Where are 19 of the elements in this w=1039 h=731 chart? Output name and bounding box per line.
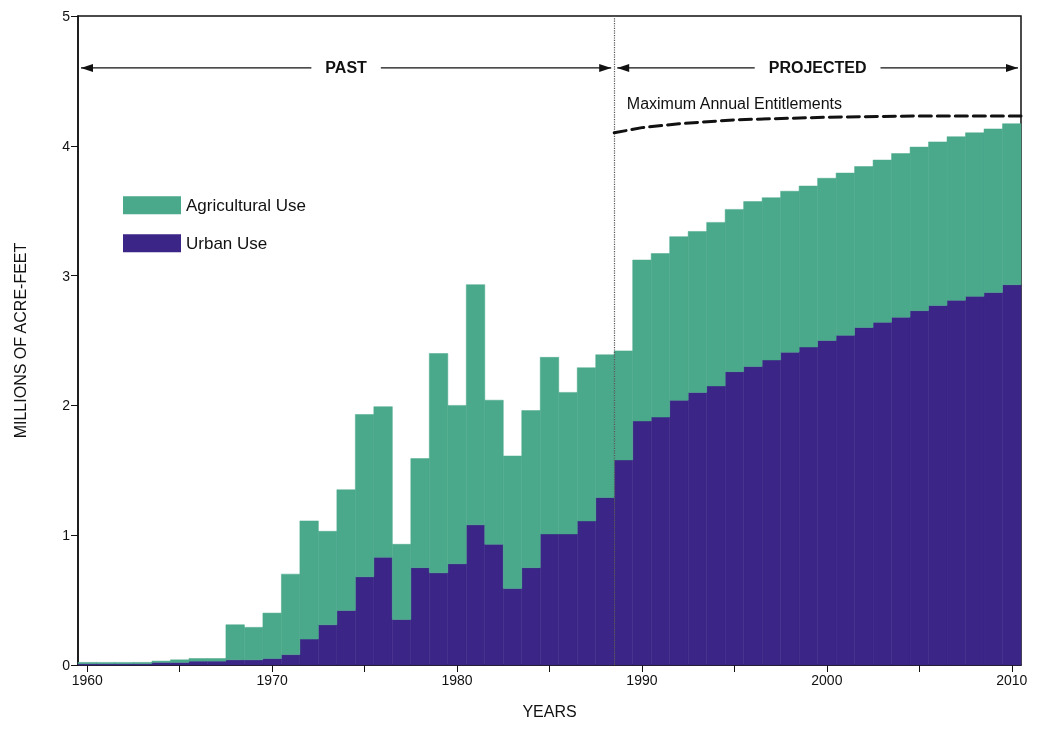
annotation: PROJECTED <box>768 59 867 77</box>
x-tick-label: 1970 <box>256 672 288 688</box>
y-tick-label: 5 <box>62 8 71 24</box>
y-tick-label: 2 <box>62 397 71 414</box>
x-tick-label: 1980 <box>441 672 473 688</box>
y-tick-label: 3 <box>62 267 71 284</box>
x-tick-label: 2000 <box>811 672 843 688</box>
x-tick-label: 1960 <box>71 672 104 688</box>
x-tick-label: 1990 <box>626 672 658 688</box>
series-label: Maximum Annual Entitlements <box>626 95 842 113</box>
y-tick-label: 0 <box>62 657 71 673</box>
y-tick-label: 4 <box>62 137 71 154</box>
y-axis-title: MILLIONS OF ACRE-FEET <box>11 242 29 439</box>
legend-label: Agricultural Use <box>186 195 306 215</box>
annotation: PAST <box>325 59 368 77</box>
legend-label: Urban Use <box>186 233 268 253</box>
x-tick-label: 2010 <box>996 672 1028 688</box>
y-tick-label: 1 <box>62 527 71 544</box>
x-axis-title: YEARS <box>522 702 577 720</box>
